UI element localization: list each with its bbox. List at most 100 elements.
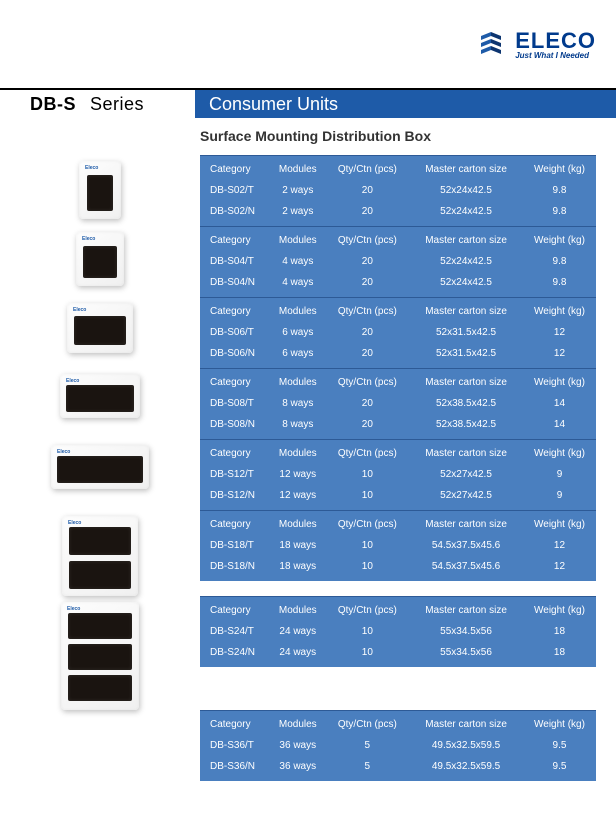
- table-cell: 12 ways: [270, 485, 326, 506]
- column-header: Qty/Ctn (pcs): [326, 227, 410, 252]
- table-cell: 9: [523, 464, 596, 485]
- table-header-row: CategoryModulesQty/Ctn (pcs)Master carto…: [200, 711, 596, 736]
- table-cell: DB-S36/N: [200, 756, 270, 777]
- table-cell: 12: [523, 343, 596, 364]
- table-row: DB-S06/N6 ways2052x31.5x42.512: [200, 343, 596, 364]
- spec-group: ElecoCategoryModulesQty/Ctn (pcs)Master …: [0, 226, 616, 297]
- column-header: Modules: [270, 511, 326, 536]
- logo-tagline: Just What I Needed: [515, 52, 596, 60]
- table-column: CategoryModulesQty/Ctn (pcs)Master carto…: [200, 368, 616, 439]
- table-column: CategoryModulesQty/Ctn (pcs)Master carto…: [200, 439, 616, 510]
- table-header-row: CategoryModulesQty/Ctn (pcs)Master carto…: [200, 369, 596, 394]
- table-cell: 18 ways: [270, 556, 326, 577]
- column-header: Category: [200, 156, 270, 181]
- series-label: DB-S Series: [0, 90, 195, 118]
- table-cell: 55x34.5x56: [409, 642, 523, 663]
- table-cell: 14: [523, 393, 596, 414]
- table-cell: DB-S24/N: [200, 642, 270, 663]
- table-cell: 36 ways: [270, 735, 326, 756]
- spec-table: CategoryModulesQty/Ctn (pcs)Master carto…: [200, 596, 596, 667]
- table-cell: 10: [326, 464, 410, 485]
- product-image-s12: Eleco: [51, 445, 149, 489]
- table-cell: 52x38.5x42.5: [409, 393, 523, 414]
- table-cell: 4 ways: [270, 272, 326, 293]
- spec-table: CategoryModulesQty/Ctn (pcs)Master carto…: [200, 155, 596, 226]
- table-cell: 10: [326, 535, 410, 556]
- table-cell: 20: [326, 414, 410, 435]
- table-cell: 20: [326, 343, 410, 364]
- product-window: [68, 675, 132, 701]
- table-cell: 10: [326, 621, 410, 642]
- spec-group: Eleco CategoryModulesQty/Ctn (pcs)Master …: [0, 596, 616, 710]
- column-header: Category: [200, 369, 270, 394]
- spec-group: ElecoCategoryModulesQty/Ctn (pcs)Master …: [0, 155, 616, 226]
- spec-table: CategoryModulesQty/Ctn (pcs)Master carto…: [200, 510, 596, 581]
- table-row: DB-S04/T4 ways2052x24x42.59.8: [200, 251, 596, 272]
- table-row: DB-S04/N4 ways2052x24x42.59.8: [200, 272, 596, 293]
- table-cell: DB-S18/T: [200, 535, 270, 556]
- table-row: DB-S12/T12 ways1052x27x42.59: [200, 464, 596, 485]
- subtitle: Surface Mounting Distribution Box: [200, 128, 431, 144]
- column-header: Weight (kg): [523, 711, 596, 736]
- table-cell: 20: [326, 322, 410, 343]
- table-cell: 52x31.5x42.5: [409, 343, 523, 364]
- table-cell: 9.8: [523, 180, 596, 201]
- column-header: Master carton size: [409, 597, 523, 622]
- table-row: DB-S06/T6 ways2052x31.5x42.512: [200, 322, 596, 343]
- table-row: DB-S36/N36 ways549.5x32.5x59.59.5: [200, 756, 596, 777]
- table-column: CategoryModulesQty/Ctn (pcs)Master carto…: [200, 510, 616, 581]
- column-header: Qty/Ctn (pcs): [326, 511, 410, 536]
- column-header: Modules: [270, 711, 326, 736]
- table-cell: DB-S08/T: [200, 393, 270, 414]
- table-cell: 52x31.5x42.5: [409, 322, 523, 343]
- table-column: CategoryModulesQty/Ctn (pcs)Master carto…: [200, 710, 616, 781]
- table-cell: 20: [326, 393, 410, 414]
- table-cell: 14: [523, 414, 596, 435]
- logo-name: ELECO: [515, 30, 596, 52]
- table-cell: 49.5x32.5x59.5: [409, 756, 523, 777]
- table-cell: 9: [523, 485, 596, 506]
- table-cell: 52x27x42.5: [409, 464, 523, 485]
- table-row: DB-S24/N24 ways1055x34.5x5618: [200, 642, 596, 663]
- table-cell: 8 ways: [270, 414, 326, 435]
- table-cell: 52x24x42.5: [409, 180, 523, 201]
- table-cell: 9.5: [523, 756, 596, 777]
- table-cell: DB-S24/T: [200, 621, 270, 642]
- image-column: Eleco: [0, 596, 200, 710]
- table-row: DB-S02/N2 ways2052x24x42.59.8: [200, 201, 596, 222]
- table-cell: 5: [326, 756, 410, 777]
- table-cell: DB-S12/T: [200, 464, 270, 485]
- product-brand-label: Eleco: [82, 236, 95, 242]
- table-row: DB-S08/N8 ways2052x38.5x42.514: [200, 414, 596, 435]
- table-cell: DB-S04/N: [200, 272, 270, 293]
- spec-table: CategoryModulesQty/Ctn (pcs)Master carto…: [200, 368, 596, 439]
- series-prefix: DB-S: [30, 94, 76, 115]
- table-row: DB-S36/T36 ways549.5x32.5x59.59.5: [200, 735, 596, 756]
- table-header-row: CategoryModulesQty/Ctn (pcs)Master carto…: [200, 440, 596, 465]
- table-column: CategoryModulesQty/Ctn (pcs)Master carto…: [200, 155, 616, 226]
- column-header: Modules: [270, 597, 326, 622]
- table-cell: 54.5x37.5x45.6: [409, 535, 523, 556]
- image-column: [0, 710, 200, 716]
- column-header: Master carton size: [409, 511, 523, 536]
- column-header: Master carton size: [409, 369, 523, 394]
- product-brand-label: Eleco: [68, 520, 81, 526]
- table-header-row: CategoryModulesQty/Ctn (pcs)Master carto…: [200, 597, 596, 622]
- product-window: [69, 561, 131, 589]
- table-column: CategoryModulesQty/Ctn (pcs)Master carto…: [200, 596, 616, 667]
- spec-group: CategoryModulesQty/Ctn (pcs)Master carto…: [0, 710, 616, 781]
- product-window: [69, 527, 131, 555]
- column-header: Weight (kg): [523, 156, 596, 181]
- table-cell: 12 ways: [270, 464, 326, 485]
- column-header: Master carton size: [409, 711, 523, 736]
- column-header: Category: [200, 440, 270, 465]
- table-cell: 24 ways: [270, 621, 326, 642]
- table-cell: 4 ways: [270, 251, 326, 272]
- column-header: Qty/Ctn (pcs): [326, 298, 410, 323]
- column-header: Weight (kg): [523, 369, 596, 394]
- product-image-s24: Eleco: [61, 602, 139, 710]
- spec-group: ElecoCategoryModulesQty/Ctn (pcs)Master …: [0, 368, 616, 439]
- column-header: Weight (kg): [523, 298, 596, 323]
- product-brand-label: Eleco: [73, 307, 86, 313]
- table-cell: 24 ways: [270, 642, 326, 663]
